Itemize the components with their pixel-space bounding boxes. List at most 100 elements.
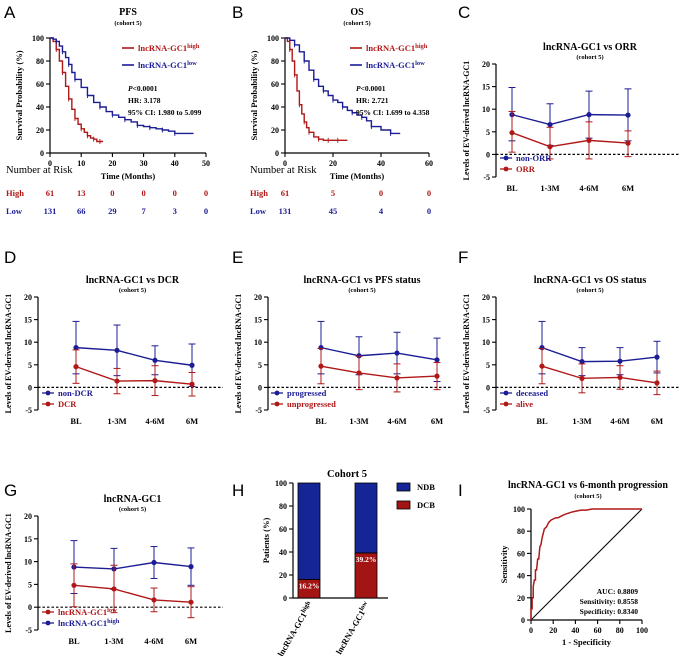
- legend-label: non-ORR: [516, 153, 552, 163]
- y-tick-label: 0: [486, 383, 490, 392]
- y-axis-label: Levels of EV-derived lncRNA-GC1: [462, 61, 471, 181]
- y-tick-label: 0: [28, 383, 32, 392]
- chart-subtitle: (cohort 5): [119, 506, 146, 513]
- x-category-label: 4-6M: [387, 416, 406, 426]
- p-symbol: P: [356, 84, 361, 93]
- legend-label: lncRNA-GC1low: [58, 607, 117, 618]
- legend-label: DCB: [417, 500, 435, 510]
- legend-label: lncRNA-GC1low: [366, 60, 425, 71]
- data-point: [71, 582, 77, 588]
- x-category-label: 6M: [431, 416, 443, 426]
- legend-label: lncRNA-GC1high: [58, 618, 120, 629]
- p-value: P<0.0001: [356, 84, 386, 93]
- data-point: [73, 345, 79, 351]
- p-value-text: <0.0001: [361, 84, 386, 93]
- risk-count: 4: [379, 206, 384, 216]
- x-category-label: BL: [506, 183, 518, 193]
- bar-value-label: 16.2%: [299, 581, 320, 590]
- panel-letter: D: [4, 248, 16, 267]
- data-point: [73, 364, 79, 370]
- y-tick-label: 10: [482, 105, 490, 114]
- chart-title: lncRNA-GC1 vs 6-month progression: [508, 480, 668, 491]
- x-category-label: 1-3M: [349, 416, 368, 426]
- legend-marker: [503, 166, 509, 172]
- y-tick-label: 20: [271, 126, 279, 135]
- y-tick-label: -5: [25, 406, 32, 415]
- legend-marker: [45, 401, 51, 407]
- x-category-label: 1-3M: [104, 636, 123, 646]
- reference-diagonal: [530, 508, 643, 621]
- x-category-label: 4-6M: [145, 416, 164, 426]
- y-tick-label: 0: [283, 594, 287, 603]
- y-tick-label: 20: [517, 594, 525, 603]
- data-point: [547, 144, 553, 150]
- data-point: [151, 559, 157, 566]
- y-tick-label: 15: [482, 316, 490, 325]
- legend-marker: [274, 401, 280, 407]
- legend-label: unprogressed: [287, 399, 336, 409]
- roc-curve: [530, 508, 642, 620]
- series-line-1: [75, 365, 193, 385]
- y-tick-label: 15: [254, 316, 262, 325]
- panel-letter: F: [458, 248, 468, 267]
- superscript: high: [299, 599, 311, 613]
- data-point: [152, 357, 158, 363]
- y-tick-label: 100: [267, 34, 279, 43]
- x-category-label: 6M: [622, 183, 634, 193]
- superscript: low: [187, 60, 197, 67]
- confidence-interval: 95% CI: 1.980 to 5.099: [128, 108, 202, 117]
- x-tick-label: 20: [108, 159, 116, 168]
- y-tick-label: 60: [517, 549, 525, 558]
- x-tick-label: 100: [636, 626, 648, 635]
- hazard-ratio: HR: 3.178: [128, 96, 161, 105]
- x-axis-label: 1 - Specificity: [562, 637, 612, 647]
- legend-label: NDB: [417, 482, 435, 492]
- category-name: lncRNA-GC1: [275, 611, 308, 656]
- y-axis-label: Patients (%): [261, 518, 271, 564]
- bar-value-label: 39.2%: [356, 555, 377, 564]
- legend-label: DCR: [58, 399, 77, 409]
- risk-table-title: Number at Risk: [250, 165, 317, 176]
- y-axis-label: Levels of EV-derived lncRNA-GC1: [462, 294, 471, 414]
- x-category-label: BL: [315, 416, 327, 426]
- data-point: [394, 375, 400, 381]
- risk-count: 0: [173, 188, 177, 198]
- p-value: P<0.0001: [128, 84, 158, 93]
- x-category-label: lncRNA-GC1high: [275, 599, 315, 656]
- risk-count: 13: [77, 188, 86, 198]
- legend-label: deceased: [516, 388, 548, 398]
- data-point: [617, 358, 623, 364]
- panel-letter: E: [232, 248, 243, 267]
- risk-count: 3: [173, 206, 177, 216]
- x-tick-label: 80: [616, 626, 624, 635]
- y-axis-label: Levels of EV-derived lncRNA-GC1: [4, 294, 13, 414]
- legend-marker: [503, 390, 509, 396]
- data-point: [114, 347, 120, 353]
- risk-count: 0: [427, 188, 431, 198]
- legend-marker: [45, 609, 51, 615]
- superscript: low: [358, 599, 369, 611]
- x-tick-label: 20: [329, 159, 337, 168]
- risk-count: 61: [46, 188, 55, 198]
- y-tick-label: 60: [36, 80, 44, 89]
- risk-count: 0: [427, 206, 431, 216]
- risk-count: 0: [379, 188, 383, 198]
- risk-count: 0: [141, 188, 145, 198]
- x-category-label: 1-3M: [107, 416, 126, 426]
- x-tick-label: 30: [140, 159, 148, 168]
- p-symbol: P: [128, 84, 133, 93]
- chart-subtitle: (cohort 5): [343, 20, 370, 27]
- legend-marker: [45, 390, 51, 396]
- risk-count: 0: [110, 188, 114, 198]
- x-tick-label: 40: [171, 159, 179, 168]
- x-tick-label: 0: [529, 626, 533, 635]
- y-tick-label: -5: [483, 406, 490, 415]
- x-tick-label: 60: [594, 626, 602, 635]
- legend-marker: [274, 390, 280, 396]
- y-tick-label: 0: [40, 149, 44, 158]
- y-tick-label: 60: [271, 80, 279, 89]
- series-line-0: [73, 561, 192, 570]
- km-curve-high: [285, 37, 348, 142]
- superscript: low: [415, 60, 425, 67]
